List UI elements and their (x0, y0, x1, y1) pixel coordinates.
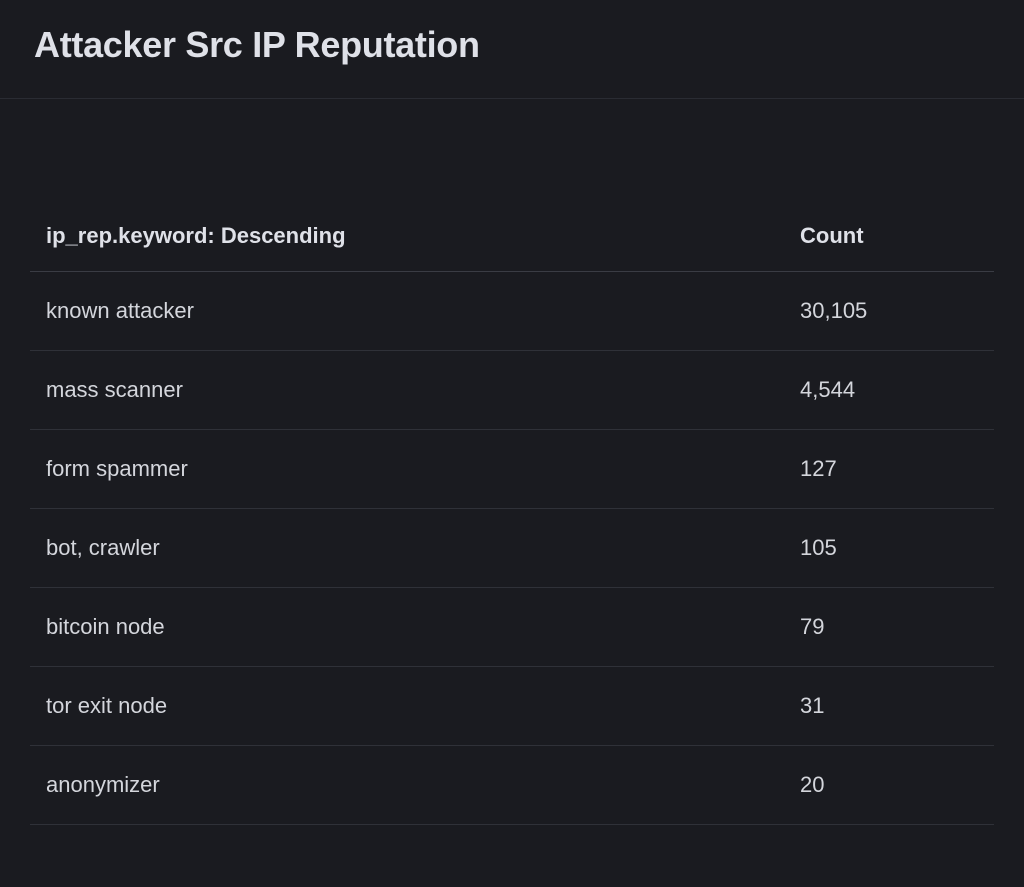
cell-label: mass scanner (30, 351, 784, 430)
cell-count: 20 (784, 746, 994, 825)
panel-header: Attacker Src IP Reputation (0, 0, 1024, 99)
cell-label: known attacker (30, 272, 784, 351)
table-row[interactable]: bot, crawler 105 (30, 509, 994, 588)
table-row[interactable]: mass scanner 4,544 (30, 351, 994, 430)
cell-count: 4,544 (784, 351, 994, 430)
cell-label: bitcoin node (30, 588, 784, 667)
panel-title: Attacker Src IP Reputation (34, 24, 990, 66)
cell-label: anonymizer (30, 746, 784, 825)
cell-label: form spammer (30, 430, 784, 509)
table-row[interactable]: tor exit node 31 (30, 667, 994, 746)
cell-count: 105 (784, 509, 994, 588)
column-header-label[interactable]: ip_rep.keyword: Descending (30, 209, 784, 272)
table-row[interactable]: anonymizer 20 (30, 746, 994, 825)
column-header-count[interactable]: Count (784, 209, 994, 272)
panel-body: ip_rep.keyword: Descending Count known a… (0, 99, 1024, 825)
cell-label: tor exit node (30, 667, 784, 746)
table-row[interactable]: form spammer 127 (30, 430, 994, 509)
ip-reputation-table: ip_rep.keyword: Descending Count known a… (30, 209, 994, 825)
table-header-row: ip_rep.keyword: Descending Count (30, 209, 994, 272)
table-row[interactable]: bitcoin node 79 (30, 588, 994, 667)
cell-count: 30,105 (784, 272, 994, 351)
table-row[interactable]: known attacker 30,105 (30, 272, 994, 351)
cell-count: 127 (784, 430, 994, 509)
cell-label: bot, crawler (30, 509, 784, 588)
cell-count: 31 (784, 667, 994, 746)
ip-reputation-panel: Attacker Src IP Reputation ip_rep.keywor… (0, 0, 1024, 887)
cell-count: 79 (784, 588, 994, 667)
